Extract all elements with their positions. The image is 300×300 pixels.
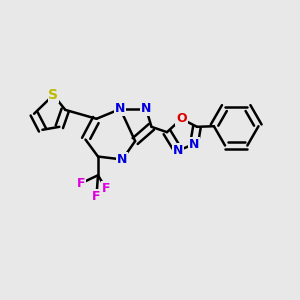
Text: O: O — [176, 112, 187, 125]
Text: N: N — [115, 103, 125, 116]
Text: N: N — [189, 138, 199, 151]
Text: F: F — [92, 190, 101, 202]
Text: F: F — [77, 177, 85, 190]
Text: N: N — [173, 144, 183, 157]
Text: F: F — [102, 182, 110, 195]
Text: N: N — [117, 153, 128, 166]
Text: N: N — [141, 103, 151, 116]
Text: S: S — [48, 88, 59, 102]
